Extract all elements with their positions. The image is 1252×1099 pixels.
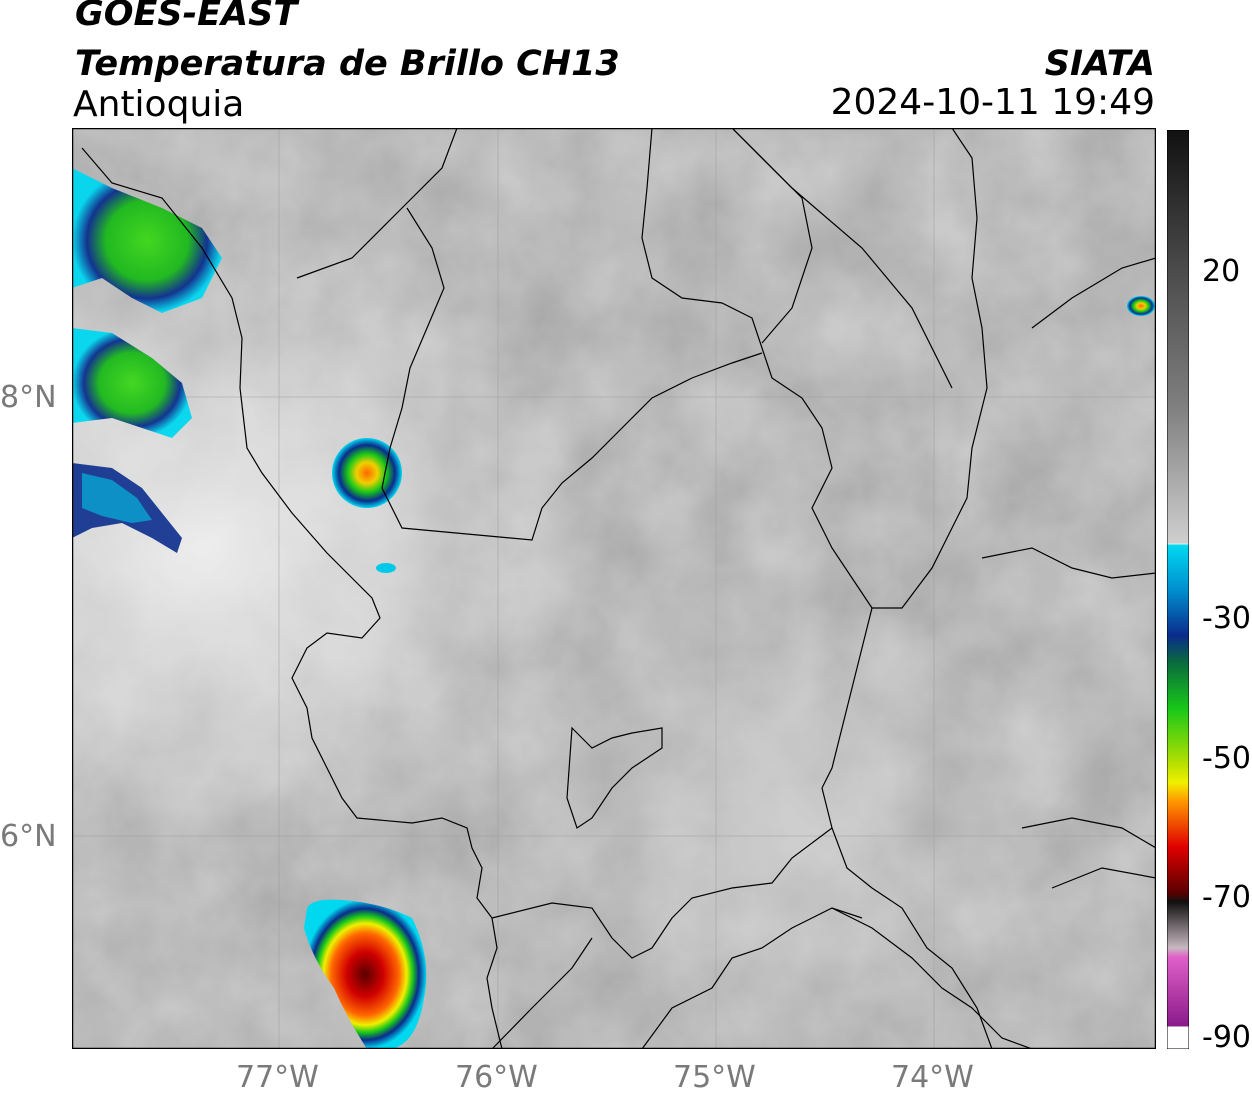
lat-label-6n: 6°N <box>0 819 57 854</box>
lon-label-74w: 74°W <box>891 1060 974 1095</box>
lon-label-76w: 76°W <box>455 1060 538 1095</box>
organization-label: SIATA <box>1044 44 1155 84</box>
timestamp-label: 2024-10-11 19:49 <box>830 82 1155 123</box>
satellite-map <box>72 128 1156 1049</box>
magdalena-cloud-haze <box>72 128 1156 1049</box>
administrative-boundaries <box>81 128 1156 1049</box>
map-frame <box>72 128 1156 1049</box>
colorbar-tick-minus50: -50 <box>1202 741 1251 776</box>
temperature-colorbar <box>1167 130 1189 1049</box>
colorbar-tick-minus70: -70 <box>1202 880 1251 915</box>
region-title: Antioquia <box>73 84 245 125</box>
product-title: Temperatura de Brillo CH13 <box>75 44 620 84</box>
colorbar-tick-minus30: -30 <box>1202 601 1251 636</box>
lon-label-75w: 75°W <box>673 1060 756 1095</box>
colorbar-tick-minus90: -90 <box>1202 1020 1251 1055</box>
lat-label-8n: 8°N <box>0 380 57 415</box>
storm-uraba <box>332 438 402 508</box>
storm-northwest-coast <box>72 168 222 553</box>
storm-uraba-fragment <box>376 563 396 573</box>
storm-northeast-small <box>1127 296 1155 316</box>
lon-label-77w: 77°W <box>236 1060 319 1095</box>
satellite-title: GOES-EAST <box>75 0 298 34</box>
graticule <box>72 128 1156 1049</box>
colorbar-tick-20: 20 <box>1202 254 1241 289</box>
storm-southwest-choco <box>304 899 427 1049</box>
